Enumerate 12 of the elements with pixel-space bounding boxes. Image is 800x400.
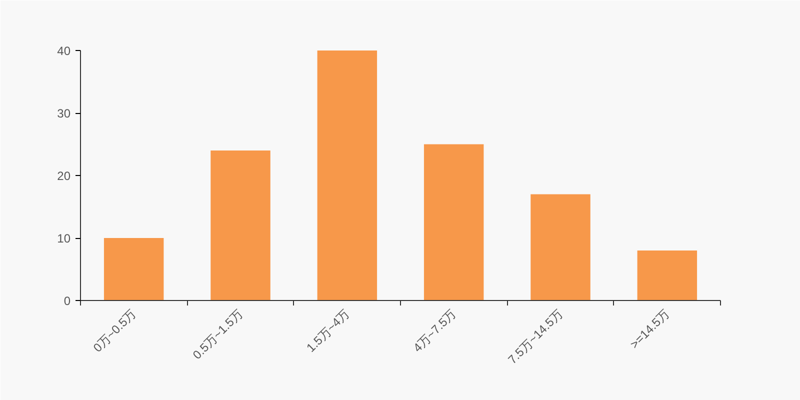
y-tick-label: 0 bbox=[64, 294, 71, 308]
bar bbox=[530, 194, 590, 300]
bar bbox=[317, 50, 378, 300]
y-tick-label: 30 bbox=[57, 106, 71, 120]
y-tick-label: 40 bbox=[57, 44, 71, 58]
bar bbox=[104, 238, 164, 300]
x-tick-label: 1.5万~4万 bbox=[304, 306, 352, 355]
y-tick-label: 20 bbox=[57, 169, 71, 183]
bar bbox=[210, 150, 270, 300]
y-tick-label: 10 bbox=[57, 232, 71, 246]
bar bbox=[424, 144, 484, 300]
bar bbox=[637, 250, 698, 300]
